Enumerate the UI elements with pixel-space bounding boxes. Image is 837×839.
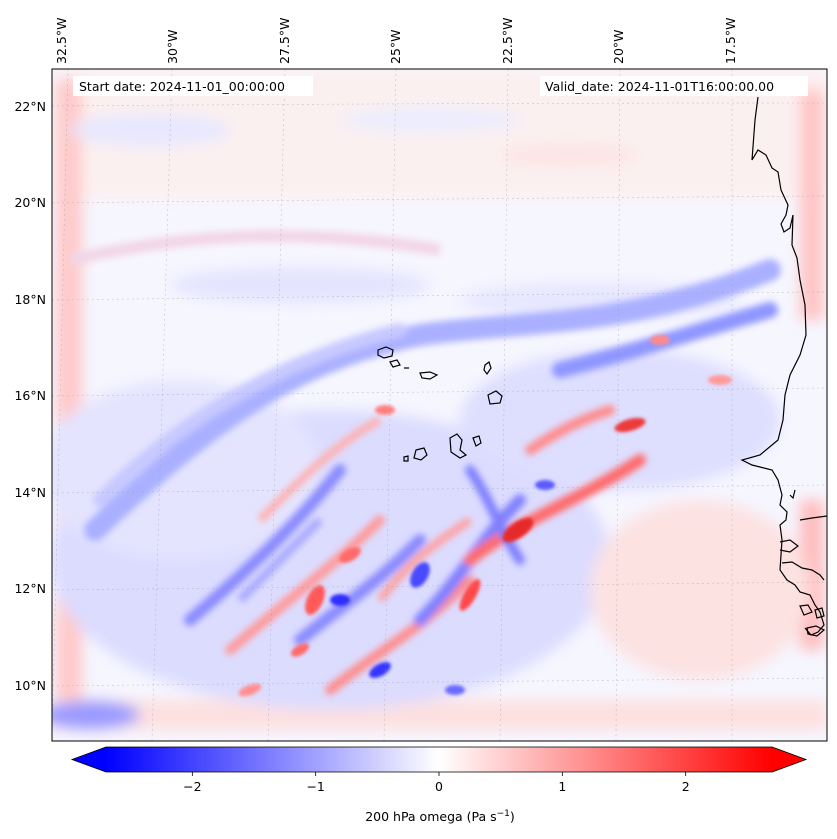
colorbar-gradient [106, 747, 772, 772]
colorbar-low-extension [72, 747, 106, 772]
colorbar-label: 200 hPa omega (Pa s−1) [365, 809, 515, 824]
colorbar-tick-label: −2 [183, 779, 201, 794]
lat-label-22n: 22°N [14, 99, 46, 114]
start-date-box [73, 76, 313, 96]
lon-label-22-5w: 22.5°W [500, 18, 515, 64]
latitude-labels: 22°N 20°N 18°N 16°N 14°N 12°N 10°N [14, 99, 46, 693]
colorbar-tick-label: 1 [558, 779, 566, 794]
lat-label-18n: 18°N [14, 292, 46, 307]
colorbar: −2 −1 0 1 2 200 hPa omega (Pa s−1) [70, 746, 808, 824]
lat-label-14n: 14°N [14, 485, 46, 500]
lon-label-30w: 30°W [165, 29, 180, 64]
colorbar-tick-label: −1 [306, 779, 324, 794]
valid-date-box [540, 76, 808, 96]
lon-label-27-5w: 27.5°W [277, 18, 292, 64]
lat-label-12n: 12°N [14, 581, 46, 596]
map-frame [51, 68, 828, 742]
omega-field-bands [68, 230, 781, 695]
colorbar-outline [70, 746, 808, 773]
start-date-label: Start date: 2024-11-01_00:00:00 [79, 79, 285, 94]
graticule [52, 69, 827, 741]
lon-label-17-5w: 17.5°W [723, 18, 738, 64]
colorbar-tick-labels: −2 −1 0 1 2 [183, 779, 690, 794]
colorbar-ticks [191, 772, 687, 776]
lon-label-25w: 25°W [388, 29, 403, 64]
colorbar-high-extension [772, 747, 806, 772]
african-coastline [740, 96, 828, 637]
lat-label-16n: 16°N [14, 388, 46, 403]
lon-label-32-5w: 32.5°W [54, 18, 69, 64]
cape-verde-islands [377, 346, 503, 462]
longitude-labels: 32.5°W 30°W 27.5°W 25°W 22.5°W 20°W 17.5… [54, 18, 738, 64]
valid-date-label: Valid_date: 2024-11-01T16:00:00.00 [545, 79, 774, 94]
omega-field-cells [238, 335, 732, 697]
lon-label-20w: 20°W [611, 29, 626, 64]
lat-label-20n: 20°N [14, 195, 46, 210]
colorbar-tick-label: 2 [682, 779, 690, 794]
colorbar-tick-label: 0 [435, 779, 443, 794]
lat-label-10n: 10°N [14, 678, 46, 693]
map-panel: Start date: 2024-11-01_00:00:00 Valid_da… [51, 68, 828, 742]
